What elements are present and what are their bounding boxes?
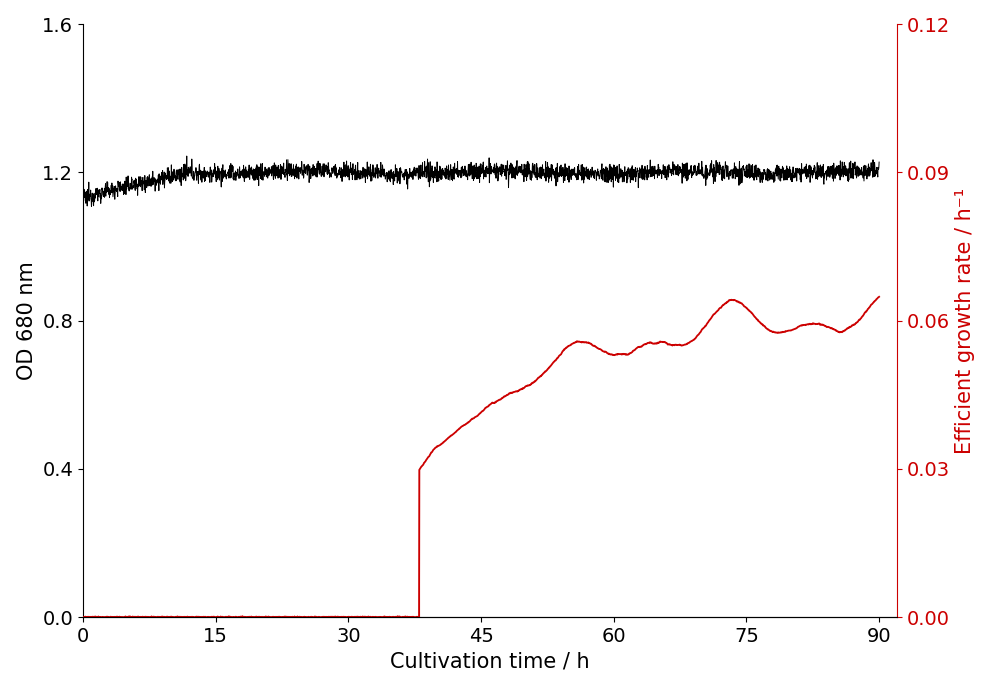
Y-axis label: Efficient growth rate / h⁻¹: Efficient growth rate / h⁻¹ — [955, 188, 975, 453]
Y-axis label: OD 680 nm: OD 680 nm — [17, 261, 37, 380]
X-axis label: Cultivation time / h: Cultivation time / h — [390, 652, 589, 671]
